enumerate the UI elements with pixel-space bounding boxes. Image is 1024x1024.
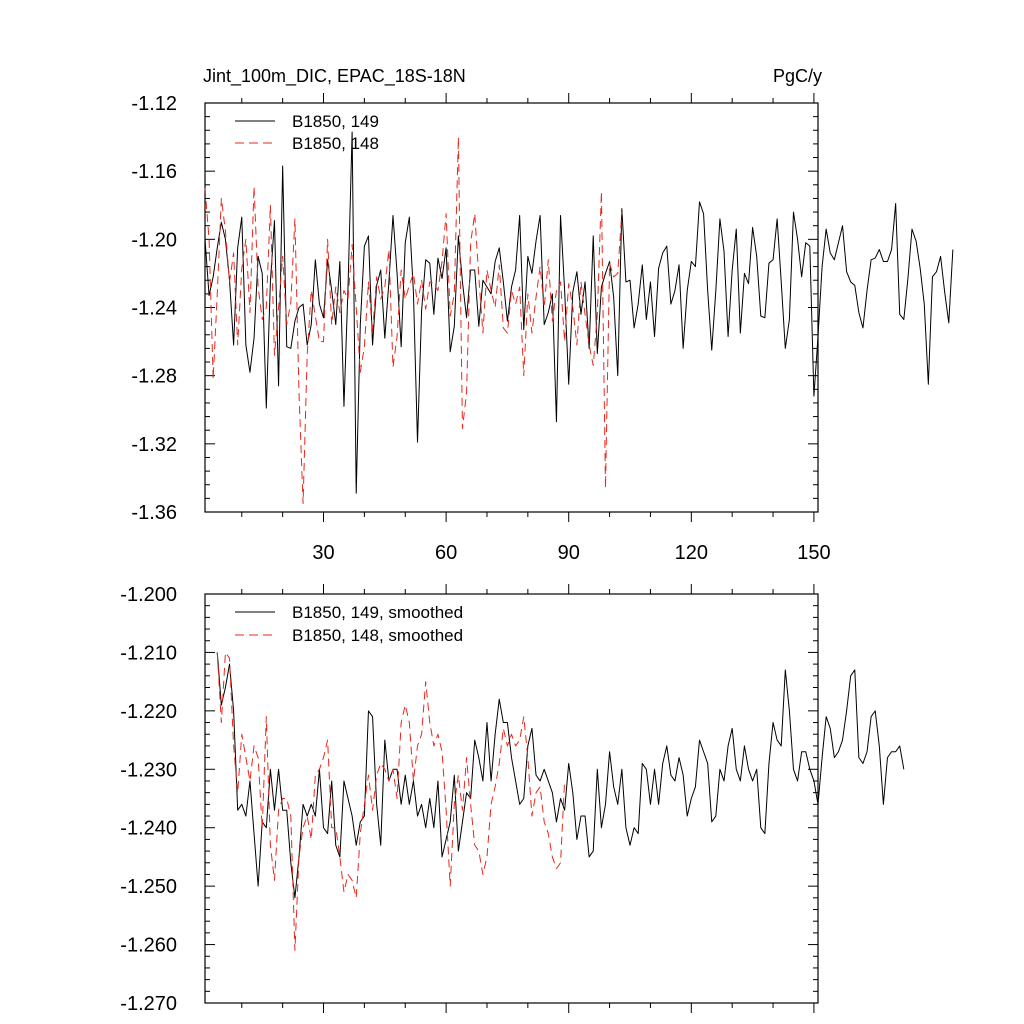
x-tick-label: 30	[312, 542, 334, 564]
bottom-plot-frame	[204, 593, 819, 1004]
y-tick-label: -1.250	[120, 876, 177, 898]
top-units: PgC/y	[773, 66, 822, 86]
top-legend-label-148: B1850, 148	[292, 134, 379, 153]
y-tick-label: -1.230	[120, 759, 177, 781]
y-tick-label: -1.16	[131, 161, 177, 183]
y-tick-label: -1.24	[131, 298, 177, 320]
y-tick-label: -1.260	[120, 935, 177, 957]
series-line-149	[204, 131, 954, 494]
series-line-148	[216, 651, 566, 951]
bottom-legend: B1850, 149, smoothed B1850, 148, smoothe…	[235, 603, 463, 645]
x-tick-label: 150	[797, 542, 830, 564]
series-line-148	[204, 136, 623, 504]
top-series-group	[204, 131, 954, 504]
series-line-149	[216, 652, 905, 899]
y-tick-label: -1.200	[120, 584, 177, 606]
y-tick-label: -1.36	[131, 502, 177, 524]
y-tick-label: -1.12	[131, 93, 177, 115]
y-tick-label: -1.210	[120, 642, 177, 664]
top-title: Jint_100m_DIC, EPAC_18S-18N	[203, 66, 466, 87]
bottom-legend-label-148: B1850, 148, smoothed	[292, 626, 463, 645]
x-tick-label: 90	[558, 542, 580, 564]
top-legend-label-149: B1850, 149	[292, 112, 379, 131]
top-panel: Jint_100m_DIC, EPAC_18S-18N PgC/y -1.12-…	[131, 66, 954, 564]
y-tick-label: -1.32	[131, 434, 177, 456]
bottom-axis-ticks: -1.200 -1.210 -1.220 -1.230 -1.240 -1.250 -1.2…	[120, 584, 818, 1015]
y-tick-label: -1.220	[120, 701, 177, 723]
y-tick-label: -1.20	[131, 229, 177, 251]
x-tick-label: 60	[435, 542, 457, 564]
top-legend: B1850, 149 B1850, 148	[235, 112, 379, 153]
bottom-series-group	[216, 651, 905, 951]
bottom-legend-label-149: B1850, 149, smoothed	[292, 603, 463, 622]
bottom-panel: -1.200 -1.210 -1.220 -1.230 -1.240 -1.250 -1.2…	[120, 584, 905, 1015]
x-tick-label: 120	[675, 542, 708, 564]
y-tick-label: -1.270	[120, 993, 177, 1015]
top-axis-ticks: -1.12 -1.16 -1.20 -1.24 -1.28 -1.32 -1.36 30 60 9…	[131, 93, 831, 564]
y-tick-label: -1.28	[131, 366, 177, 388]
y-tick-label: -1.240	[120, 818, 177, 840]
